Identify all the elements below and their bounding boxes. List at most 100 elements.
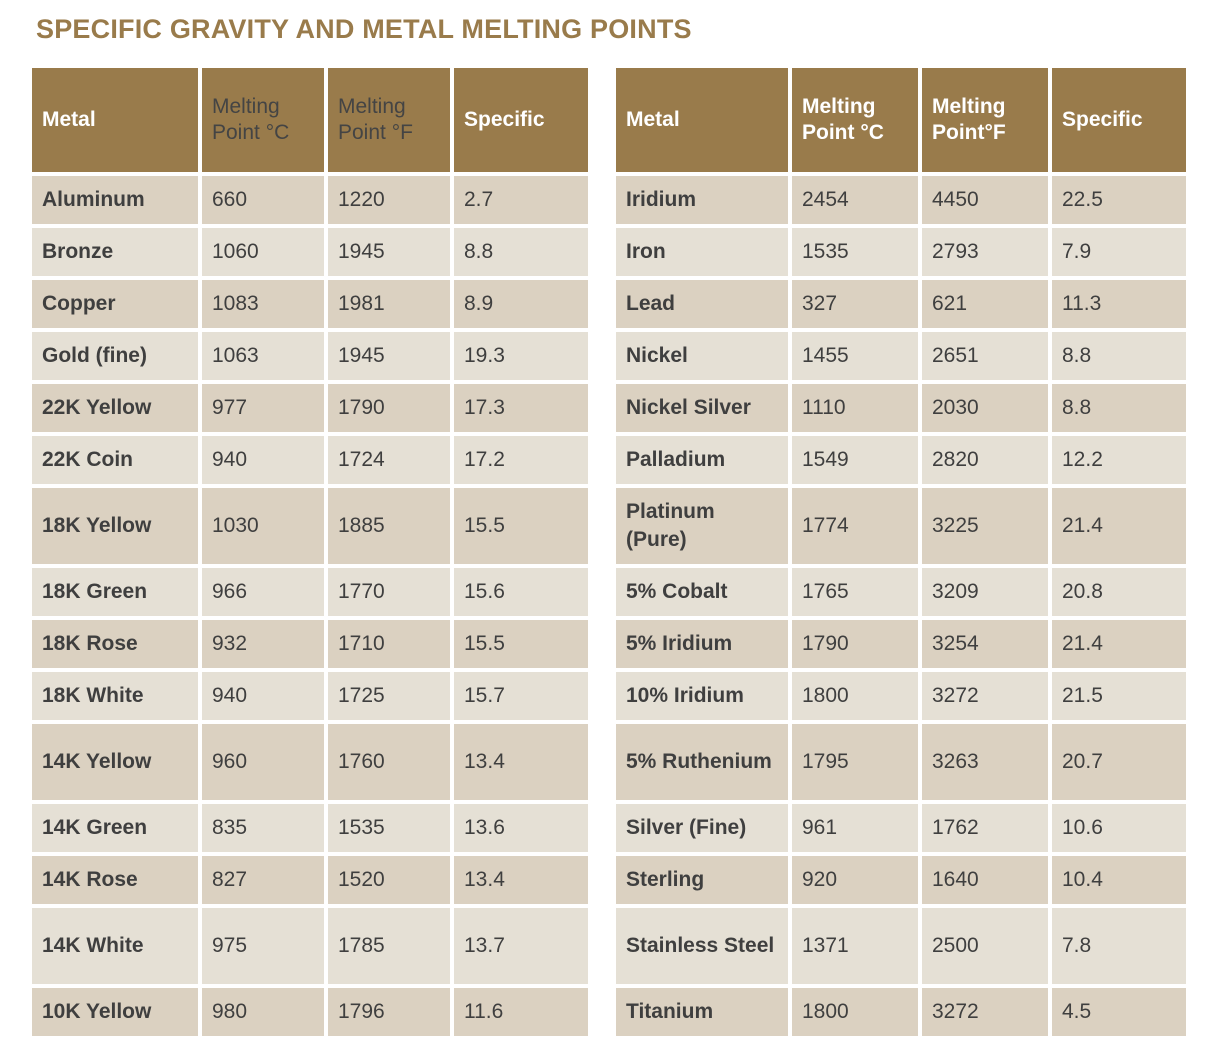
- metal-name: 22K Yellow: [32, 384, 198, 432]
- melting-c: 1795: [792, 724, 918, 800]
- melting-f: 1640: [922, 856, 1048, 904]
- metal-name: 5% Ruthenium: [616, 724, 788, 800]
- header-specific: Specific: [1052, 68, 1186, 172]
- metal-name: Silver (Fine): [616, 804, 788, 852]
- table-row: Palladium 1549 2820 12.2: [616, 436, 1186, 484]
- specific-gravity: 8.8: [454, 228, 588, 276]
- metal-name: Palladium: [616, 436, 788, 484]
- melting-c: 977: [202, 384, 324, 432]
- metal-name: Lead: [616, 280, 788, 328]
- table-row: 10% Iridium 1800 3272 21.5: [616, 672, 1186, 720]
- melting-f: 2500: [922, 908, 1048, 984]
- specific-gravity: 8.8: [1052, 332, 1186, 380]
- metal-name: 14K Green: [32, 804, 198, 852]
- melting-f: 1885: [328, 488, 450, 564]
- melting-f: 2030: [922, 384, 1048, 432]
- table-row: 10K Yellow 980 1796 11.6: [32, 988, 588, 1036]
- melting-f: 1725: [328, 672, 450, 720]
- table-row: 18K Green 966 1770 15.6: [32, 568, 588, 616]
- metal-name: Titanium: [616, 988, 788, 1036]
- melting-c: 1030: [202, 488, 324, 564]
- table-row: Copper 1083 1981 8.9: [32, 280, 588, 328]
- specific-gravity: 12.2: [1052, 436, 1186, 484]
- table-row: 14K Yellow 960 1760 13.4: [32, 724, 588, 800]
- header-row: Metal Melting Point °C Melting Point °F …: [32, 68, 588, 172]
- metal-name: Bronze: [32, 228, 198, 276]
- specific-gravity: 11.6: [454, 988, 588, 1036]
- specific-gravity: 20.8: [1052, 568, 1186, 616]
- melting-c: 920: [792, 856, 918, 904]
- melting-c: 1790: [792, 620, 918, 668]
- melting-f: 3254: [922, 620, 1048, 668]
- melting-c: 1765: [792, 568, 918, 616]
- specific-gravity: 10.6: [1052, 804, 1186, 852]
- table-row: 18K Yellow 1030 1885 15.5: [32, 488, 588, 564]
- melting-c: 966: [202, 568, 324, 616]
- metal-name: Gold (fine): [32, 332, 198, 380]
- melting-f: 1945: [328, 228, 450, 276]
- melting-f: 621: [922, 280, 1048, 328]
- melting-c: 940: [202, 436, 324, 484]
- specific-gravity: 15.7: [454, 672, 588, 720]
- specific-gravity: 13.6: [454, 804, 588, 852]
- melting-c: 1535: [792, 228, 918, 276]
- specific-gravity: 4.5: [1052, 988, 1186, 1036]
- specific-gravity: 2.7: [454, 176, 588, 224]
- metal-name: 18K Yellow: [32, 488, 198, 564]
- melting-c: 2454: [792, 176, 918, 224]
- metal-name: 10K Yellow: [32, 988, 198, 1036]
- melting-f: 1520: [328, 856, 450, 904]
- melting-f: 2793: [922, 228, 1048, 276]
- metal-name: Iridium: [616, 176, 788, 224]
- melting-c: 1549: [792, 436, 918, 484]
- specific-gravity: 13.7: [454, 908, 588, 984]
- header-melting-c: Melting Point °C: [202, 68, 324, 172]
- specific-gravity: 7.9: [1052, 228, 1186, 276]
- table-row: 18K Rose 932 1710 15.5: [32, 620, 588, 668]
- melting-c: 1063: [202, 332, 324, 380]
- table-row: 5% Iridium 1790 3254 21.4: [616, 620, 1186, 668]
- table-row: Stainless Steel 1371 2500 7.8: [616, 908, 1186, 984]
- table-row: 14K Rose 827 1520 13.4: [32, 856, 588, 904]
- melting-f: 3272: [922, 988, 1048, 1036]
- metal-name: 18K White: [32, 672, 198, 720]
- table-row: Platinum (Pure) 1774 3225 21.4: [616, 488, 1186, 564]
- header-melting-f: Melting Point °F: [328, 68, 450, 172]
- metal-name: Iron: [616, 228, 788, 276]
- melting-f: 2651: [922, 332, 1048, 380]
- table-row: Iron 1535 2793 7.9: [616, 228, 1186, 276]
- melting-c: 1060: [202, 228, 324, 276]
- specific-gravity: 20.7: [1052, 724, 1186, 800]
- melting-c: 1455: [792, 332, 918, 380]
- melting-f: 3225: [922, 488, 1048, 564]
- melting-f: 1796: [328, 988, 450, 1036]
- melting-c: 835: [202, 804, 324, 852]
- melting-f: 3209: [922, 568, 1048, 616]
- melting-c: 1371: [792, 908, 918, 984]
- specific-gravity: 13.4: [454, 724, 588, 800]
- melting-c: 327: [792, 280, 918, 328]
- melting-f: 3263: [922, 724, 1048, 800]
- melting-c: 940: [202, 672, 324, 720]
- melting-c: 1083: [202, 280, 324, 328]
- melting-f: 1535: [328, 804, 450, 852]
- metal-name: 5% Iridium: [616, 620, 788, 668]
- specific-gravity: 7.8: [1052, 908, 1186, 984]
- metal-name: Copper: [32, 280, 198, 328]
- specific-gravity: 15.6: [454, 568, 588, 616]
- melting-f: 1762: [922, 804, 1048, 852]
- table-row: 14K White 975 1785 13.7: [32, 908, 588, 984]
- specific-gravity: 8.9: [454, 280, 588, 328]
- header-melting-c: Melting Point °C: [792, 68, 918, 172]
- melting-f: 1220: [328, 176, 450, 224]
- specific-gravity: 15.5: [454, 620, 588, 668]
- melting-c: 975: [202, 908, 324, 984]
- metal-name: 10% Iridium: [616, 672, 788, 720]
- table-row: 22K Coin 940 1724 17.2: [32, 436, 588, 484]
- specific-gravity: 21.4: [1052, 620, 1186, 668]
- metal-name: 18K Green: [32, 568, 198, 616]
- table-row: 22K Yellow 977 1790 17.3: [32, 384, 588, 432]
- melting-f: 1785: [328, 908, 450, 984]
- table-row: Iridium 2454 4450 22.5: [616, 176, 1186, 224]
- melting-f: 2820: [922, 436, 1048, 484]
